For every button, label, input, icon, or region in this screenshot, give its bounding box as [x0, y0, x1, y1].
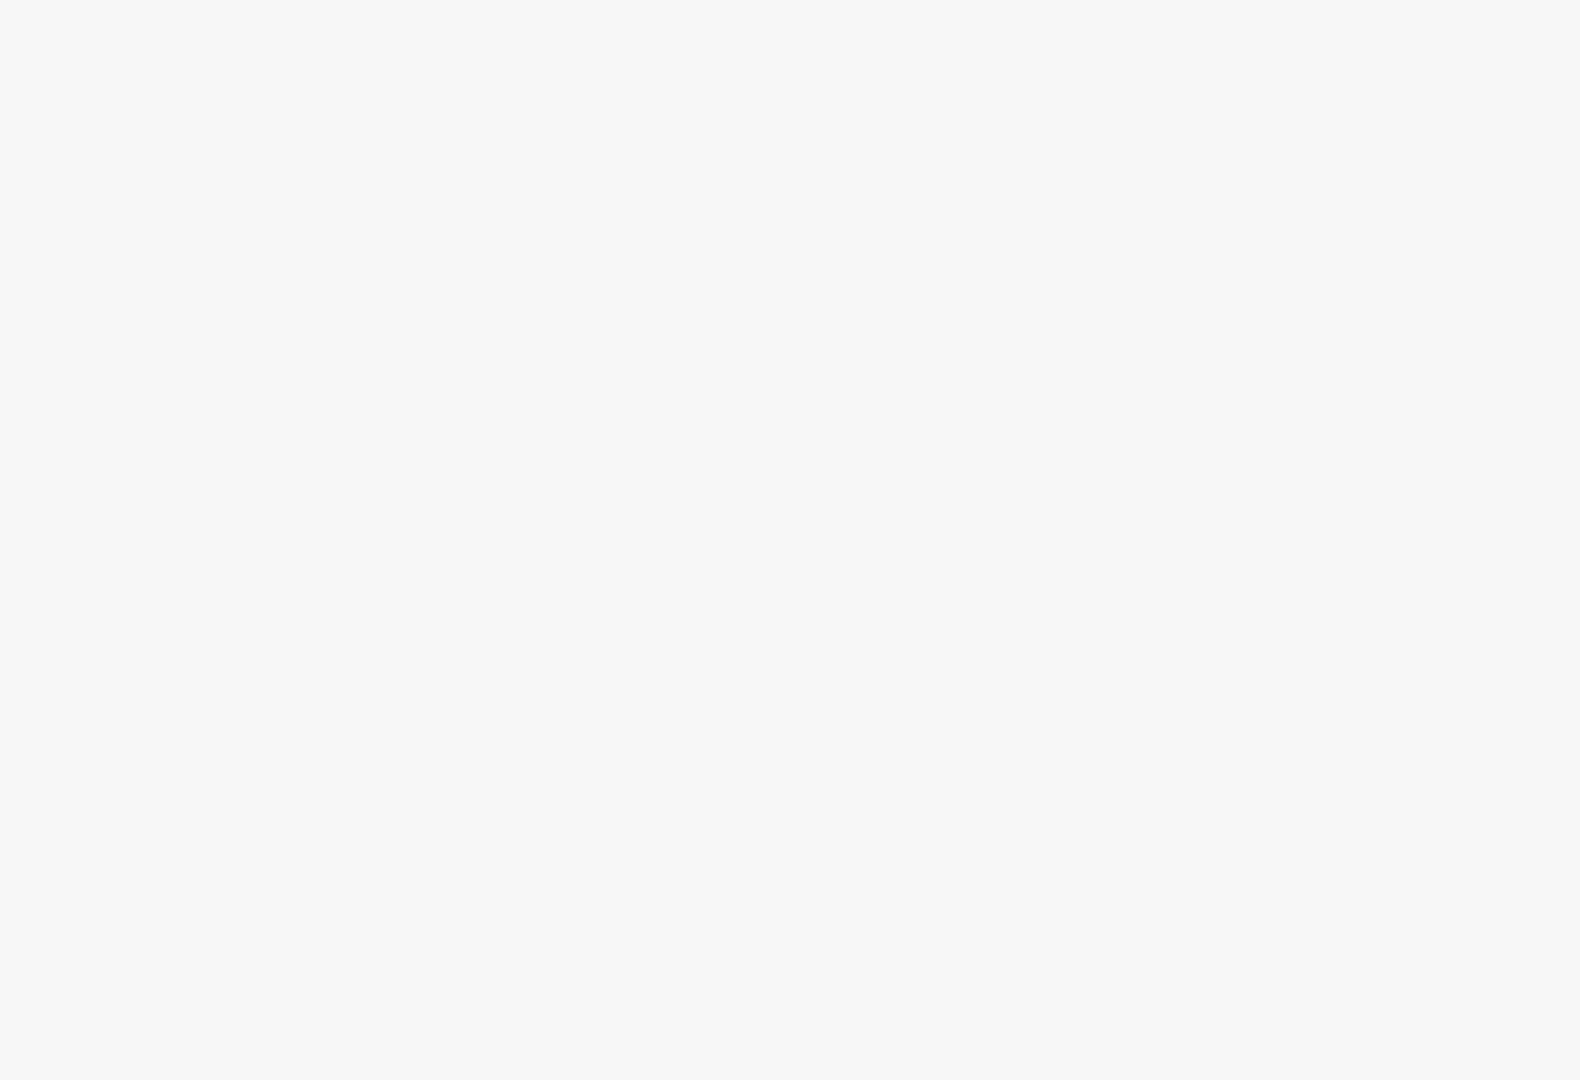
task-arrows: [0, 0, 1580, 1080]
diagram-stage: [0, 0, 1580, 1080]
